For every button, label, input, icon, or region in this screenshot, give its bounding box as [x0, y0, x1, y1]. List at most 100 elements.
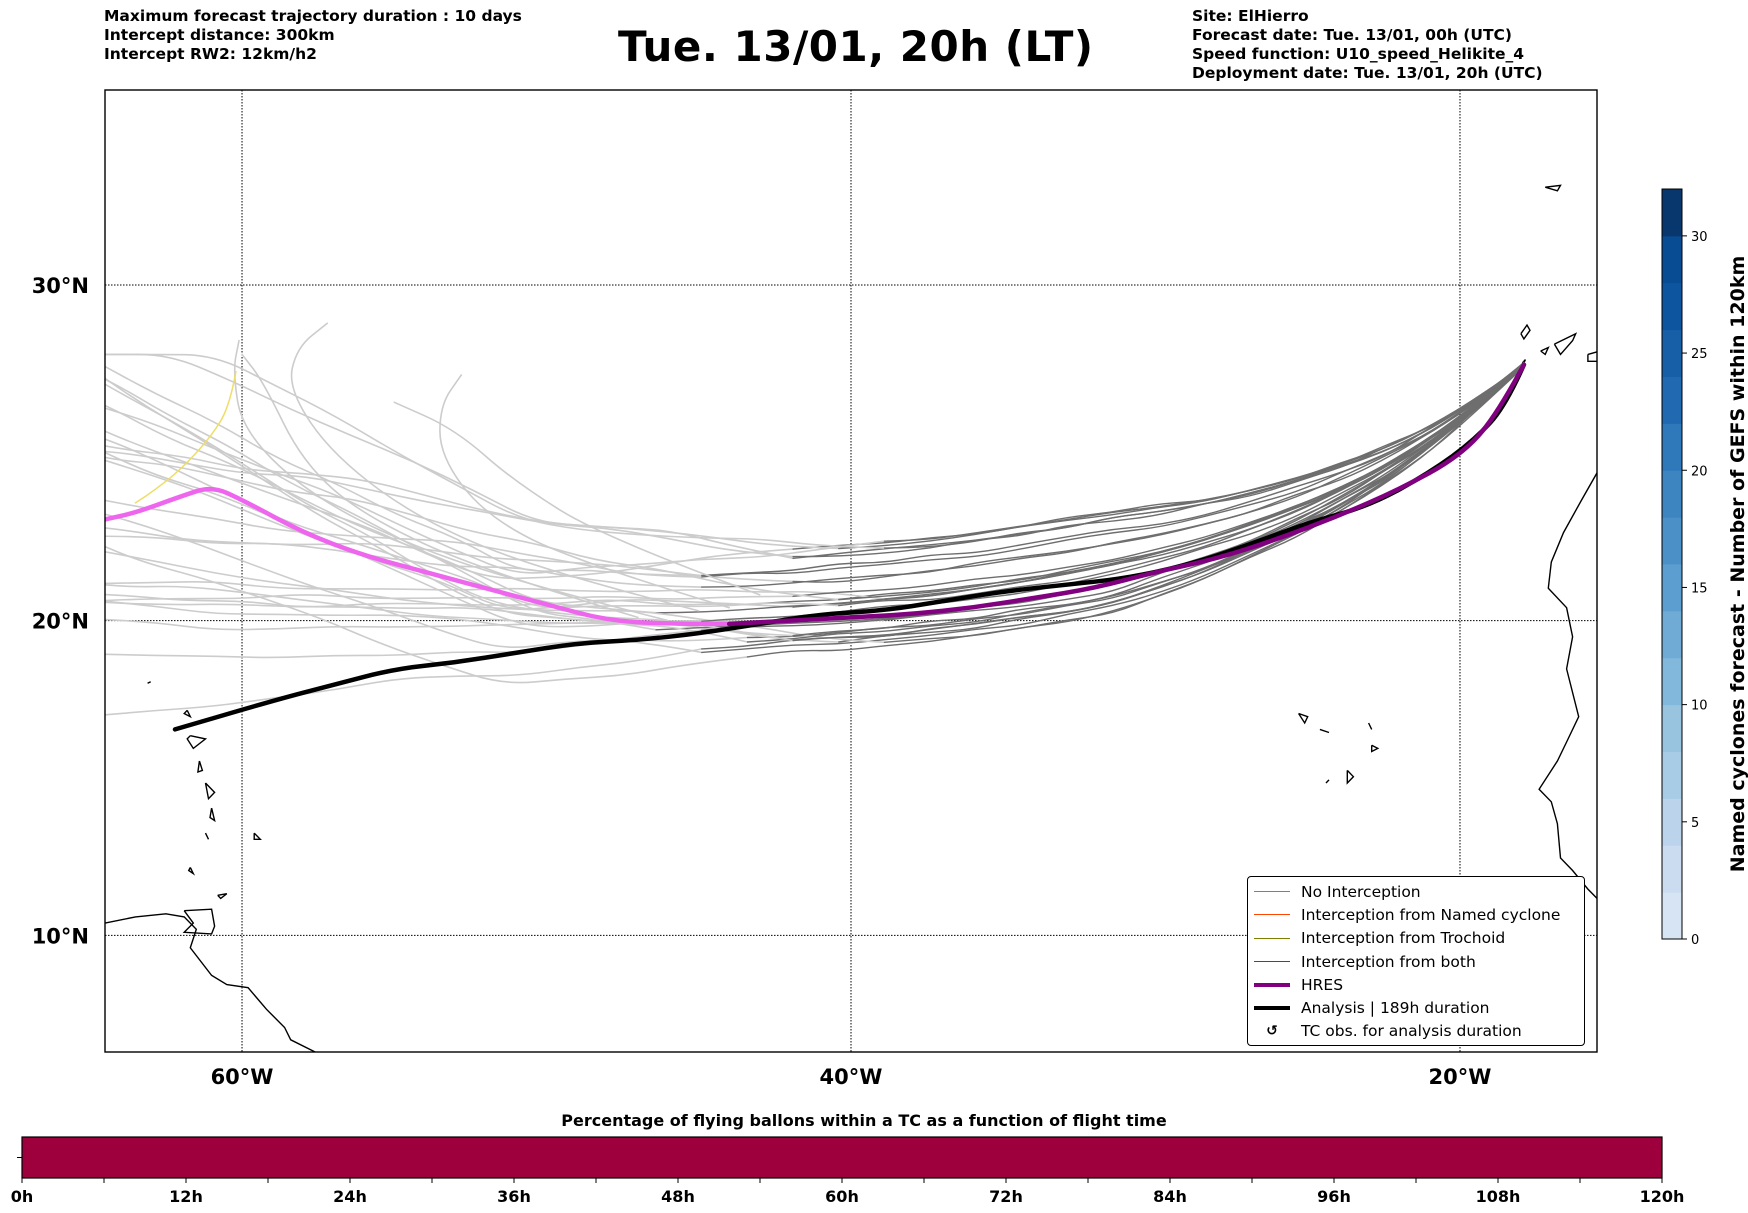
legend-item: Interception from Trochoid — [1254, 927, 1578, 950]
legend-item: Interception from Named cyclone — [1254, 903, 1578, 926]
lat-tick-label: 30°N — [32, 274, 89, 298]
ensemble-track — [792, 362, 1525, 642]
legend-item: ↺ TC obs. for analysis duration — [1254, 1020, 1578, 1043]
colorbar: 0 5 10 15 20 25 30 — [1661, 188, 1708, 948]
ensemble-track — [883, 363, 1525, 621]
lon-tick-label: 40°W — [820, 1065, 883, 1089]
legend-item: No Interception — [1254, 880, 1578, 903]
coastline — [1520, 323, 1531, 341]
yellow-track — [134, 370, 237, 504]
ensemble-track-recurving — [439, 374, 730, 609]
coastline — [96, 200, 102, 202]
coastline — [1371, 744, 1380, 753]
ensemble-track-faded — [105, 353, 886, 549]
coastline — [1346, 769, 1355, 785]
forecast-date-text: Forecast date: Tue. 13/01, 00h (UTC) — [1192, 26, 1513, 44]
ensemble-track-recurving — [233, 339, 670, 622]
map-frame — [104, 89, 1598, 1053]
coastlines — [93, 184, 1597, 1052]
colorbar-band — [1662, 282, 1682, 331]
colorbar-frame — [1661, 188, 1683, 940]
colorbar-band — [1662, 564, 1682, 612]
colorbar-tick-label: 30 — [1691, 230, 1708, 245]
ensemble-track — [701, 364, 1525, 622]
site-info: Site: ElHierro Forecast date: Tue. 13/01… — [1192, 7, 1543, 83]
bottom-bar-title: Percentage of flying ballons within a TC… — [561, 1111, 1167, 1130]
ensemble-track — [792, 361, 1525, 583]
axis-tick-labels: 60°W 40°W 20°W 30°N 20°N 10°N — [32, 274, 1492, 1089]
ensemble-track-faded — [105, 377, 749, 643]
ensemble-track — [838, 366, 1525, 601]
ensemble-track — [701, 364, 1525, 654]
coastline — [93, 672, 102, 675]
ensemble-track — [701, 365, 1525, 578]
coastline — [197, 760, 204, 774]
coastline — [1319, 728, 1330, 734]
legend-line-swatch — [1254, 937, 1290, 939]
ensemble-track-faded — [105, 527, 794, 583]
legend-item: Analysis | 189h duration — [1254, 996, 1578, 1019]
legend-label: Analysis | 189h duration — [1301, 999, 1490, 1018]
ensemble-track — [746, 363, 1525, 643]
coastline — [217, 893, 228, 900]
cyclone-symbol-icon: ↺ — [1266, 1023, 1278, 1040]
coastline — [204, 832, 210, 840]
x-tick-label: 24h — [333, 1187, 367, 1206]
x-tick-label: 108h — [1476, 1187, 1521, 1206]
colorbar-band — [1662, 423, 1682, 471]
coastline — [1298, 712, 1309, 725]
legend-label: No Interception — [1301, 882, 1421, 901]
ensemble-track — [883, 365, 1525, 643]
page-title: Tue. 13/01, 20h (LT) — [618, 22, 1094, 71]
ensemble-track-faded — [105, 618, 703, 631]
ensemble-track-recurving — [241, 353, 639, 619]
ensemble-track — [883, 365, 1525, 549]
legend-item: Interception from both — [1254, 950, 1578, 973]
lat-tick-label: 10°N — [32, 924, 89, 948]
colorbar-band — [1662, 517, 1682, 565]
colorbar-label: Named cyclones forecast - Number of GEFS… — [1727, 256, 1748, 873]
ensemble-track — [746, 366, 1525, 658]
ensemble-track-faded — [105, 404, 657, 614]
legend-label: TC obs. for analysis duration — [1301, 1022, 1522, 1041]
legend: No Interception Interception from Named c… — [1247, 876, 1585, 1046]
speed-function-text: Speed function: U10_speed_Helikite_4 — [1192, 45, 1525, 63]
colorbar-band — [1662, 657, 1682, 706]
lat-tick-label: 20°N — [32, 610, 89, 634]
legend-label: Interception from Trochoid — [1301, 929, 1506, 948]
tc-percentage-bar: 0h 12h 24h 36h 48h 60h 72h 84h 96h 108h 120h — [11, 1136, 1685, 1206]
colorbar-band — [1662, 751, 1682, 799]
colorbar-band — [1662, 470, 1682, 518]
x-tick-label: 120h — [1640, 1187, 1685, 1206]
ensemble-track-faded — [105, 365, 703, 577]
lon-tick-label: 60°W — [211, 1065, 274, 1089]
ensemble-track — [701, 361, 1525, 650]
coastline — [1587, 351, 1597, 362]
coastline — [183, 709, 192, 719]
coastline — [1367, 722, 1373, 730]
x-tick-label: 96h — [1317, 1187, 1351, 1206]
colorbar-band — [1662, 610, 1682, 659]
x-tick-label: 12h — [169, 1187, 203, 1206]
ensemble-track-faded — [105, 445, 794, 560]
legend-line-swatch — [1254, 982, 1290, 987]
run-parameters: Maximum forecast trajectory duration : 1… — [104, 7, 522, 64]
coastline — [147, 681, 152, 684]
colorbar-tick-label: 15 — [1691, 581, 1708, 596]
colorbar-band — [1662, 845, 1682, 893]
coastline — [1325, 779, 1330, 784]
ensemble-track-faded — [105, 648, 703, 716]
intercept-rw2-text: Intercept RW2: 12km/h2 — [104, 45, 317, 63]
colorbar-tick-label: 0 — [1691, 933, 1699, 948]
coastline — [187, 867, 196, 876]
x-tick-label: 72h — [989, 1187, 1023, 1206]
site-text: Site: ElHierro — [1192, 7, 1309, 25]
coastline — [1553, 332, 1578, 356]
coastline — [105, 913, 317, 1052]
coastline — [209, 807, 216, 823]
ensemble-track-faded — [105, 438, 840, 609]
x-tick-label: 84h — [1153, 1187, 1187, 1206]
colorbar-band — [1662, 704, 1682, 752]
legend-item: HRES — [1254, 973, 1578, 996]
